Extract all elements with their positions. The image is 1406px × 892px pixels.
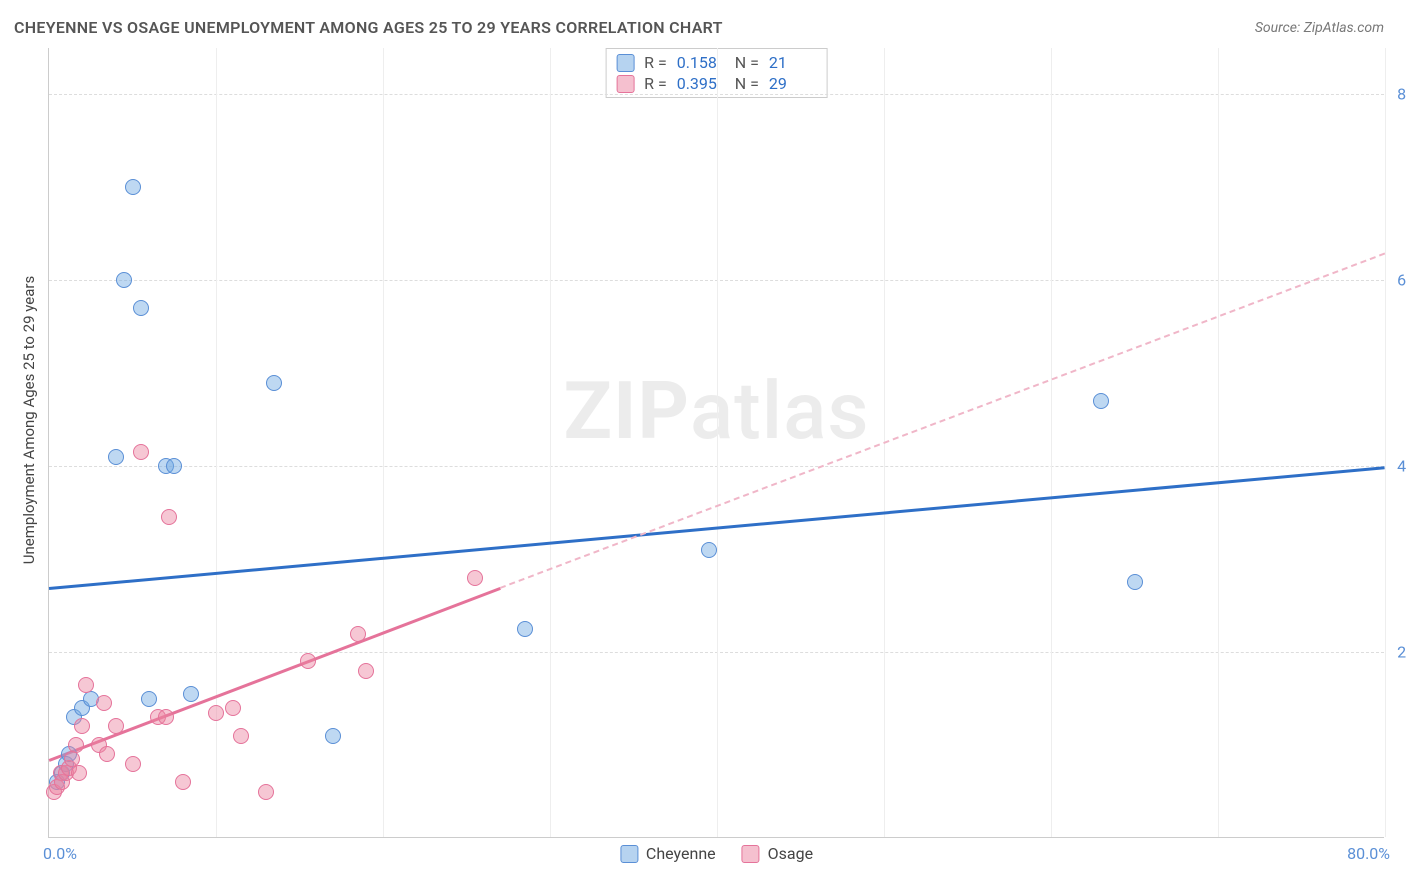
data-point [208,705,224,721]
gridline-v [1051,48,1052,837]
data-point [233,728,249,744]
legend-label: Osage [768,844,813,863]
n-value: 21 [769,53,817,72]
legend-item: Osage [742,844,813,863]
data-point [108,449,124,465]
legend-item: Cheyenne [620,844,716,863]
trendline [49,587,501,761]
watermark-bold: ZIP [564,364,691,458]
data-point [96,695,112,711]
data-point [99,746,115,762]
data-point [133,444,149,460]
data-point [266,375,282,391]
swatch-icon [616,75,634,93]
y-tick-label: 20.0% [1397,643,1406,662]
x-tick-label: 0.0% [43,844,77,863]
x-tick-label: 80.0% [1347,844,1390,863]
n-label: N = [735,53,759,72]
data-point [1093,393,1109,409]
legend-label: Cheyenne [646,844,716,863]
data-point [161,509,177,525]
data-point [68,737,84,753]
data-point [701,542,717,558]
bottom-legend: Cheyenne Osage [620,844,813,863]
n-label: N = [735,74,759,93]
r-label: R = [644,74,667,93]
y-tick-label: 40.0% [1397,457,1406,476]
r-label: R = [644,53,667,72]
y-axis-title: Unemployment Among Ages 25 to 29 years [20,276,38,564]
swatch-icon [620,845,638,863]
gridline-v [550,48,551,837]
data-point [108,718,124,734]
data-point [158,709,174,725]
y-tick-label: 60.0% [1397,271,1406,290]
data-point [141,691,157,707]
data-point [183,686,199,702]
data-point [116,272,132,288]
data-point [1127,574,1143,590]
data-point [78,677,94,693]
data-point [517,621,533,637]
data-point [325,728,341,744]
swatch-icon [742,845,760,863]
gridline-v [1385,48,1386,837]
data-point [300,653,316,669]
source-attribution: Source: ZipAtlas.com [1255,20,1384,36]
data-point [467,570,483,586]
gridline-v [383,48,384,837]
data-point [175,774,191,790]
y-tick-label: 80.0% [1397,85,1406,104]
data-point [125,756,141,772]
gridline-v [717,48,718,837]
data-point [350,626,366,642]
swatch-icon [616,54,634,72]
trendline [500,253,1386,589]
data-point [71,765,87,781]
gridline-v [1218,48,1219,837]
data-point [133,300,149,316]
data-point [258,784,274,800]
n-value: 29 [769,74,817,93]
data-point [74,718,90,734]
data-point [358,663,374,679]
data-point [125,179,141,195]
data-point [166,458,182,474]
data-point [225,700,241,716]
plot-area: ZIPatlas R = 0.158 N = 21 R = 0.395 N = … [48,48,1384,838]
chart-title: CHEYENNE VS OSAGE UNEMPLOYMENT AMONG AGE… [14,18,723,37]
